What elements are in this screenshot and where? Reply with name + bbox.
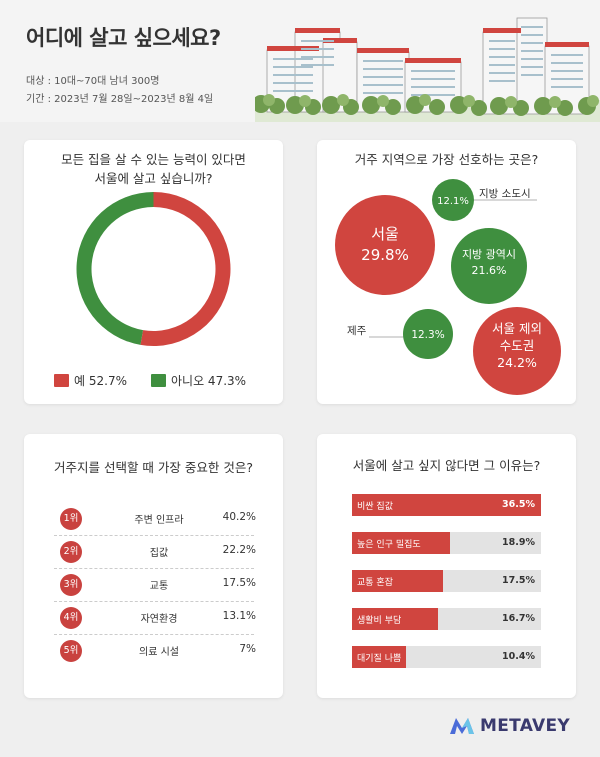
survey-target: 대상 : 10대~70대 남녀 300명 — [26, 76, 160, 87]
bar — [352, 646, 406, 668]
bar-label: 높은 인구 밀집도 — [357, 540, 421, 550]
legend-text-yes: 예 52.7% — [74, 374, 127, 388]
rank-divider — [54, 535, 254, 536]
bar-label: 대기질 나쁨 — [357, 654, 402, 664]
brand-name: METAVEY — [480, 716, 570, 736]
rank-value: 22.2% — [222, 544, 256, 556]
rank-value: 17.5% — [222, 577, 256, 589]
legend-item-yes: 예 52.7% — [54, 372, 127, 389]
bubble-label-metro-city: 지방 광역시 — [462, 248, 516, 261]
rank-value: 40.2% — [222, 511, 256, 523]
rank-row: 2위 집값 22.2% — [60, 541, 256, 563]
bar-value: 16.7% — [502, 613, 535, 624]
rank-divider — [54, 601, 254, 602]
rank-divider — [54, 634, 254, 635]
bar — [352, 494, 541, 516]
bar — [352, 570, 443, 592]
rank-label: 의료 시설 — [139, 647, 179, 658]
bar-track: 대기질 나쁨 10.4% — [352, 646, 541, 668]
rank-label: 집값 — [149, 548, 169, 559]
bubble-value-seoul: 29.8% — [361, 246, 409, 264]
bar-track: 비싼 집값 36.5% — [352, 494, 541, 516]
metavey-logo-icon — [450, 718, 474, 734]
rank-row: 3위 교통 17.5% — [60, 574, 256, 596]
legend-swatch-no — [151, 374, 166, 387]
bubble-metro-city — [451, 228, 527, 304]
chart-title: 거주지를 선택할 때 가장 중요한 것은? — [53, 460, 253, 475]
bubble-value-metro-city: 21.6% — [472, 264, 507, 277]
rank-label: 자연환경 — [140, 614, 178, 625]
bubble-label-capital-line-1: 서울 제외 — [492, 321, 542, 336]
bar-value: 36.5% — [502, 499, 535, 510]
bubble-capital-area — [473, 307, 561, 395]
rank-row: 1위 주변 인프라 40.2% — [60, 508, 256, 530]
bubble-label-jeju: 제주 — [347, 325, 367, 337]
legend-text-no: 아니오 47.3% — [171, 374, 247, 388]
chart-title: 서울에 살고 싶지 않다면 그 이유는? — [352, 458, 541, 473]
card-important-factor: 거주지를 선택할 때 가장 중요한 것은? 1위 주변 인프라 40.2% 2위 집값 2… — [24, 434, 283, 698]
bar-label: 비싼 집값 — [357, 502, 393, 512]
rank-value: 7% — [239, 643, 256, 655]
bar-track: 생활비 부담 16.7% — [352, 608, 541, 630]
chart-title-line-2: 서울에 살고 싶습니까? — [94, 171, 213, 186]
rank-badge: 4위 — [60, 607, 82, 629]
rank-label: 교통 — [149, 581, 169, 592]
chart-title: 거주 지역으로 가장 선호하는 곳은? — [354, 152, 539, 167]
bubble-seoul — [335, 195, 435, 295]
header: 어디에 살고 싶으세요? 대상 : 10대~70대 남녀 300명 기간 : 2… — [0, 0, 600, 122]
bubble-label-capital-line-2: 수도권 — [500, 338, 535, 353]
page-title: 어디에 살고 싶으세요? — [26, 26, 221, 50]
bubble-label-small-city: 지방 소도시 — [479, 188, 531, 200]
rank-badge: 1위 — [60, 508, 82, 530]
rank-badge: 2위 — [60, 541, 82, 563]
bubble-chart: 서울 29.8% 서울 제외 수도권 24.2% 지방 광역시 21.6% 12… — [335, 179, 561, 395]
bar-track: 높은 인구 밀집도 18.9% — [352, 532, 541, 554]
bar-value: 18.9% — [502, 537, 535, 548]
survey-period: 기간 : 2023년 7월 28일~2023년 8월 4일 — [26, 94, 214, 105]
donut-slice-yes — [140, 192, 231, 346]
bar-label: 생활비 부담 — [357, 616, 402, 626]
legend-swatch-yes — [54, 374, 69, 387]
bar-value: 17.5% — [502, 575, 535, 586]
bubble-value-small-city: 12.1% — [437, 196, 469, 207]
rank-badge: 3위 — [60, 574, 82, 596]
bar-label: 교통 혼잡 — [357, 578, 393, 588]
rank-row: 4위 자연환경 13.1% — [60, 607, 256, 629]
chart-title-line-1: 모든 집을 살 수 있는 능력이 있다면 — [61, 152, 246, 167]
bubble-small-city — [432, 179, 474, 221]
rank-badge: 5위 — [60, 640, 82, 662]
apartment-illustration — [255, 17, 600, 122]
rank-value: 13.1% — [222, 610, 256, 622]
card-preferred-region: 거주 지역으로 가장 선호하는 곳은? 서울 29.8% 서울 제외 수도권 2… — [317, 140, 576, 404]
brand: METAVEY — [450, 716, 570, 736]
bubble-jeju — [403, 309, 453, 359]
bar-value: 10.4% — [502, 651, 535, 662]
bubble-label-seoul: 서울 — [371, 225, 399, 243]
bar — [352, 532, 450, 554]
legend-item-no: 아니오 47.3% — [151, 372, 246, 389]
card-reason-not-seoul: 서울에 살고 싶지 않다면 그 이유는? 비싼 집값 36.5% 높은 인구 밀집도… — [317, 434, 576, 698]
bubble-value-capital-area: 24.2% — [497, 355, 537, 370]
bar-track: 교통 혼잡 17.5% — [352, 570, 541, 592]
donut-chart — [76, 192, 231, 346]
rank-row: 5위 의료 시설 7% — [60, 640, 256, 662]
bar — [352, 608, 439, 630]
card-seoul-preference: 모든 집을 살 수 있는 능력이 있다면 서울에 살고 싶습니까? 예 52.7… — [24, 140, 283, 404]
rank-label: 주변 인프라 — [134, 515, 184, 526]
rank-divider — [54, 568, 254, 569]
bubble-value-jeju: 12.3% — [411, 329, 444, 341]
donut-slice-no — [76, 192, 154, 345]
